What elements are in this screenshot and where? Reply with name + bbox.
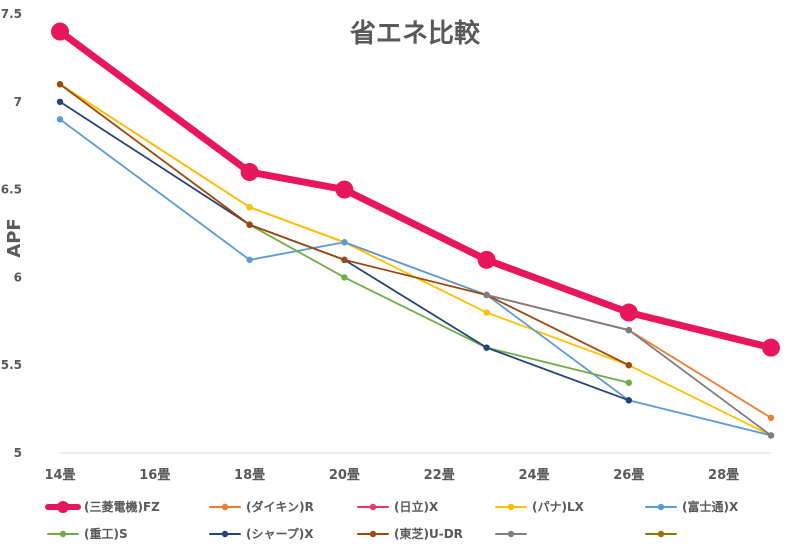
series-line <box>56 28 775 352</box>
legend-label: (富士通)X <box>682 499 739 514</box>
x-tick-label: 18畳 <box>234 468 265 483</box>
series-line <box>248 223 630 384</box>
data-point <box>619 303 638 322</box>
data-point <box>762 338 780 357</box>
data-point <box>246 221 253 228</box>
data-point <box>625 379 632 386</box>
data-point <box>483 309 490 316</box>
series-line <box>59 118 772 437</box>
legend-label: (パナ)LX <box>532 500 585 514</box>
series-markers <box>51 22 780 439</box>
y-tick-label: 6 <box>14 270 22 284</box>
data-point <box>625 362 632 369</box>
legend-label: (東芝)U-DR <box>394 526 463 541</box>
x-tick-label: 26畳 <box>613 468 644 483</box>
data-point <box>341 239 348 246</box>
y-tick-label: 7 <box>14 95 22 109</box>
series-line <box>59 83 772 437</box>
legend-swatch-marker <box>507 530 515 538</box>
x-axis-ticks: 14畳 16畳 18畳 20畳 22畳 24畳 26畳 28畳 <box>44 468 739 483</box>
data-point <box>56 81 64 88</box>
x-tick-label: 28畳 <box>708 468 739 483</box>
legend-swatch-marker <box>507 503 515 511</box>
legend-swatch-marker <box>657 503 665 511</box>
series-line <box>59 83 630 367</box>
legend-label: (シャープ)X <box>246 526 314 541</box>
legend-label: (重工)S <box>84 526 128 541</box>
data-point <box>56 116 64 123</box>
legend-swatch-marker <box>221 503 229 511</box>
y-tick-label: 6.5 <box>1 183 22 197</box>
legend-label: (三菱電機)FZ <box>84 499 160 514</box>
data-point <box>767 432 775 439</box>
y-axis-label: APF <box>4 218 25 257</box>
legend-swatch-marker <box>657 530 665 538</box>
data-point <box>767 414 775 422</box>
data-point <box>240 163 259 182</box>
data-point <box>625 326 632 334</box>
data-point <box>625 397 632 404</box>
data-point <box>56 98 64 106</box>
legend-swatch-marker <box>221 530 229 538</box>
data-point <box>246 256 253 264</box>
x-tick-label: 20畳 <box>329 468 360 483</box>
legend: (三菱電機)FZ (ダイキン)R (日立)X (パナ)LX (富士通)X (重工)S (シャ… <box>45 499 739 541</box>
data-point <box>341 256 348 264</box>
legend-swatch-marker <box>369 503 377 511</box>
y-tick-label: 5.5 <box>1 358 22 372</box>
data-point <box>483 344 490 351</box>
x-tick-label: 24畳 <box>518 468 549 483</box>
legend-label: (ダイキン)R <box>246 499 314 514</box>
y-tick-label: 5 <box>14 446 22 460</box>
x-tick-label: 22畳 <box>424 468 455 483</box>
legend-label: (日立)X <box>394 499 439 514</box>
x-tick-label: 14畳 <box>44 468 75 483</box>
data-point <box>246 203 253 211</box>
chart-title: 省エネ比較 <box>349 18 481 49</box>
legend-swatch-marker <box>57 501 69 513</box>
data-point <box>341 274 348 281</box>
data-point <box>335 180 354 199</box>
data-point <box>51 22 69 41</box>
data-point <box>483 291 490 299</box>
x-tick-label: 16畳 <box>139 468 170 483</box>
series-lines <box>56 28 775 437</box>
legend-swatch-marker <box>59 530 67 538</box>
data-point <box>477 250 496 269</box>
series-line <box>59 83 772 419</box>
legend-swatch-marker <box>369 530 377 538</box>
y-tick-label: 7.5 <box>1 7 22 21</box>
y-axis-ticks: 5 5.5 6 6.5 7 7.5 <box>1 7 22 460</box>
